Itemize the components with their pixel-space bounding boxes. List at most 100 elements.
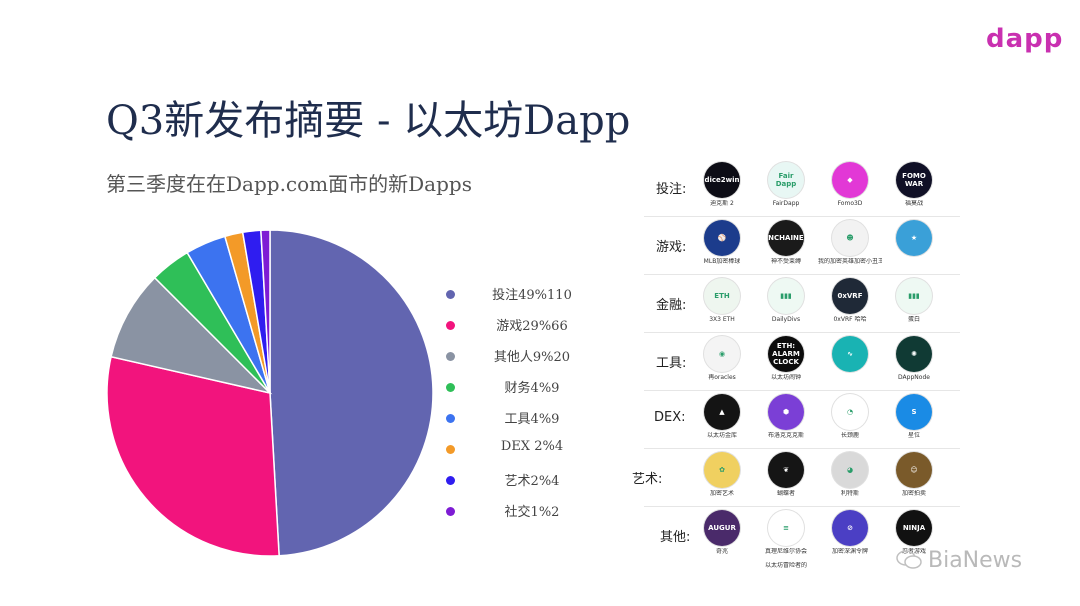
category-row: DEX: ▲ 以太坊金库 ⬢ 布洛克克克斯 ◔ 长颈鹿 S 星位: [628, 392, 964, 450]
row-divider: [644, 332, 960, 333]
app-tile[interactable]: ❦ 蝴蝶者: [754, 452, 818, 498]
pie-slice-2: [110, 276, 273, 395]
app-label: Fomo3D: [837, 200, 863, 207]
wechat-icon: [896, 550, 922, 569]
fomo-war-logo-icon: FOMO WAR: [896, 162, 932, 198]
app-label: 神不受束缚: [770, 258, 801, 265]
app-label: 0xVRF 哈哈: [833, 316, 867, 323]
app-tile[interactable]: 0xVRF 0xVRF 哈哈: [818, 278, 882, 324]
app-tile[interactable]: S 星位: [882, 394, 946, 440]
app-tile[interactable]: ✿ 加密艺术: [690, 452, 754, 498]
legend-item: 艺术2%4: [446, 470, 616, 501]
app-tile[interactable]: ★: [882, 220, 946, 258]
bar-chart-green-icon: ▮▮▮: [896, 278, 932, 314]
app-label: 星位: [907, 432, 920, 439]
row-divider: [644, 216, 960, 217]
category-label: 工具:: [656, 356, 687, 371]
app-tile[interactable]: ▮▮▮ DailyDivs: [754, 278, 818, 324]
mona-lisa-icon: ☺: [896, 452, 932, 488]
legend-swatch: [446, 321, 455, 330]
app-tile[interactable]: ▲ 以太坊金库: [690, 394, 754, 440]
app-tile[interactable]: ⚾ MLB加密棒球: [690, 220, 754, 266]
app-tile[interactable]: FOMO WAR 福莫战: [882, 162, 946, 208]
app-label: DailyDivs: [771, 316, 801, 323]
app-tile[interactable]: ✺ DAppNode: [882, 336, 946, 382]
app-tile[interactable]: ◕ 利特斯: [818, 452, 882, 498]
app-label: 真理尼维尔协会: [764, 548, 807, 555]
legend-swatch: [446, 383, 455, 392]
category-label: 投注:: [656, 182, 687, 197]
dice2win-logo-icon: dice2win: [704, 162, 740, 198]
legend-label: 游戏29%66: [496, 319, 568, 334]
app-tile[interactable]: ⊘ 加密深渊令牌: [818, 510, 882, 556]
dappnode-logo-icon: ✺: [896, 336, 932, 372]
app-tile[interactable]: ETH: ALARM CLOCK 以太坊闹钟: [754, 336, 818, 382]
category-row: 金融: ETH 3X3 ETH ▮▮▮ DailyDivs 0xVRF 0xVRF 哈哈 ▮▮…: [628, 276, 964, 334]
app-label: DAppNode: [898, 374, 930, 381]
category-label: 金融:: [656, 298, 687, 313]
pie-chart: [106, 229, 434, 557]
dapp-logo[interactable]: dapp: [986, 24, 1064, 54]
app-tile[interactable]: AUGUR 奇兆: [690, 510, 754, 556]
legend-item: 工具4%9: [446, 408, 616, 439]
app-tile[interactable]: ☺ 加密拍卖: [882, 452, 946, 498]
app-caption-extra: 以太坊冒险者的: [764, 562, 807, 569]
red-swirl-icon: ◔: [832, 394, 868, 430]
app-tile[interactable]: NINJA 忍者游戏: [882, 510, 946, 556]
gold-triangle-icon: ▲: [704, 394, 740, 430]
app-tile[interactable]: ◔ 长颈鹿: [818, 394, 882, 440]
wave-logo-icon: ∿: [832, 336, 868, 372]
legend-swatch: [446, 445, 455, 454]
app-label: 长颈鹿: [840, 432, 859, 439]
app-tile[interactable]: ▮▮▮ 蛋白: [882, 278, 946, 324]
text-badge-icon: ≡: [768, 510, 804, 546]
app-tile[interactable]: ◉ 再oracles: [690, 336, 754, 382]
legend-item: 投注49%110: [446, 284, 616, 315]
gods-unchained-logo-icon: UNCHAINED: [768, 220, 804, 256]
app-label: 再oracles: [708, 374, 736, 381]
app-tile[interactable]: ☻ 我的加密英雄加密小丑王: [818, 220, 882, 266]
app-label: 布洛克克克斯: [767, 432, 804, 439]
app-label: 以太坊闹钟: [770, 374, 801, 381]
anime-character-icon: ★: [896, 220, 932, 256]
app-label: 加密艺术: [709, 490, 734, 497]
pie-slice-0: [269, 229, 434, 557]
legend-swatch: [446, 507, 455, 516]
category-app-panel: 投注: dice2win 迪克斯 2 Fair Dapp FairDapp ◆ Fomo3D…: [628, 160, 964, 580]
app-label: 迪克斯 2: [710, 200, 734, 207]
legend-label: 工具4%9: [504, 412, 560, 427]
row-divider: [644, 448, 960, 449]
row-divider: [644, 506, 960, 507]
category-label: 游戏:: [656, 240, 687, 255]
app-label: 加密拍卖: [901, 490, 926, 497]
augur-logo-icon: AUGUR: [704, 510, 740, 546]
app-label: 奇兆: [715, 548, 728, 555]
pie-slice-7: [260, 229, 271, 394]
legend-item: 游戏29%66: [446, 315, 616, 346]
app-tile[interactable]: Fair Dapp FairDapp: [754, 162, 818, 208]
legend-item: 其他人9%20: [446, 346, 616, 377]
eth-chip-icon: ETH: [704, 278, 740, 314]
pie-slice-1: [106, 355, 280, 557]
app-tile[interactable]: dice2win 迪克斯 2: [690, 162, 754, 208]
app-tile[interactable]: UNCHAINED 神不受束缚: [754, 220, 818, 266]
crypto-hero-icon: ☻: [832, 220, 868, 256]
app-tile[interactable]: ETH 3X3 ETH: [690, 278, 754, 324]
chart-legend: 投注49%110 游戏29%66 其他人9%20 财务4%9 工具4%9 DEX 2%4 艺…: [446, 284, 616, 532]
cube-logo-icon: ⬢: [768, 394, 804, 430]
app-tile[interactable]: ⬢ 布洛克克克斯: [754, 394, 818, 440]
legend-label: 投注49%110: [492, 288, 572, 303]
ninja-logo-icon: NINJA: [896, 510, 932, 546]
app-tile[interactable]: ≡ 真理尼维尔协会 以太坊冒险者的: [754, 510, 818, 570]
row-divider: [644, 274, 960, 275]
app-tile[interactable]: ◆ Fomo3D: [818, 162, 882, 208]
app-tile[interactable]: ∿: [818, 336, 882, 374]
fomo3d-gem-icon: ◆: [832, 162, 868, 198]
page-title: Q3新发布摘要 - 以太坊Dapp: [106, 98, 631, 144]
raccoon-art-icon: ◕: [832, 452, 868, 488]
app-label: 利特斯: [840, 490, 859, 497]
app-label: 3X3 ETH: [709, 316, 735, 323]
baseball-player-icon: ⚾: [704, 220, 740, 256]
fairdapp-wings-icon: Fair Dapp: [768, 162, 804, 198]
legend-item: 社交1%2: [446, 501, 616, 532]
